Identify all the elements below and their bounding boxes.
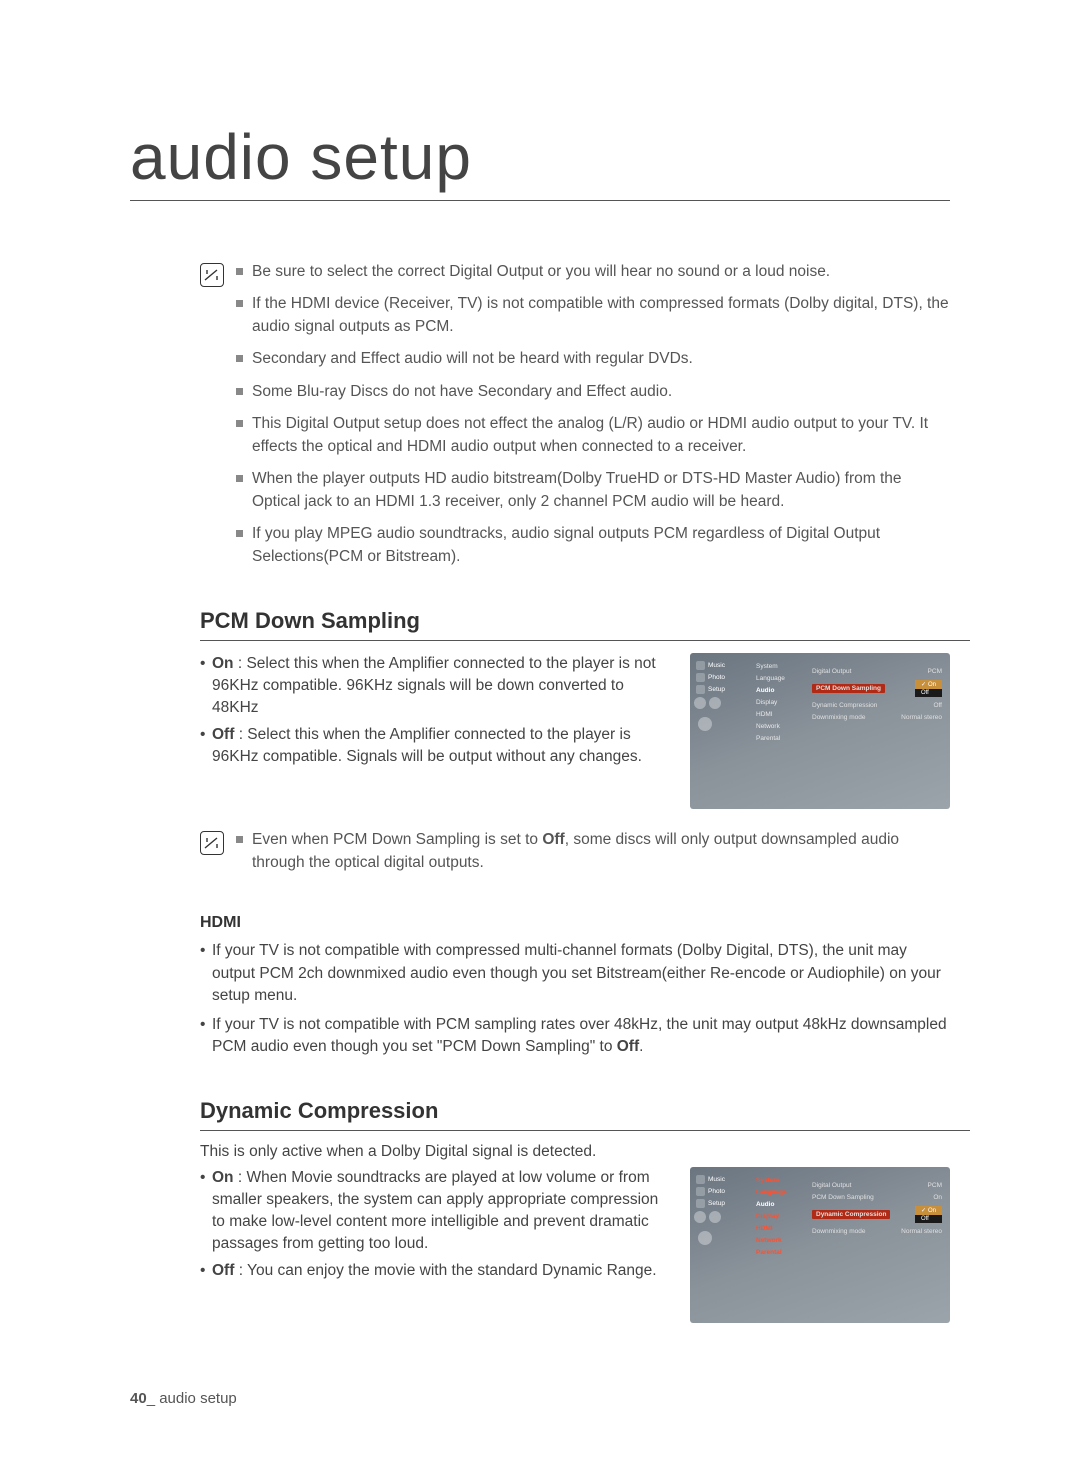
dyn-on-text: : When Movie soundtracks are played at l… bbox=[212, 1169, 658, 1251]
osd-screenshot-dyn: Music Photo Setup System Language Audio … bbox=[690, 1167, 950, 1323]
osd-opt-label: Downmixing mode bbox=[812, 1228, 865, 1235]
osd-opt-label: Digital Output bbox=[812, 668, 851, 675]
osd-menu: Parental bbox=[756, 1249, 806, 1256]
osd-menu: Audio bbox=[756, 1201, 806, 1208]
dyn-intro: This is only active when a Dolby Digital… bbox=[200, 1143, 950, 1161]
osd-left: Setup bbox=[708, 686, 725, 693]
dyn-heading: Dynamic Compression bbox=[200, 1098, 970, 1131]
osd-left: Photo bbox=[708, 1188, 725, 1195]
note-item: This Digital Output setup does not effec… bbox=[236, 413, 950, 458]
osd-menu: HDMI bbox=[756, 1225, 806, 1232]
osd-opt-label: Digital Output bbox=[812, 1182, 851, 1189]
dyn-off-text: : You can enjoy the movie with the stand… bbox=[234, 1262, 656, 1279]
osd-menu: System bbox=[756, 663, 806, 670]
note-block-1: Be sure to select the correct Digital Ou… bbox=[200, 261, 950, 578]
dyn-on: On : When Movie soundtracks are played a… bbox=[200, 1167, 672, 1254]
osd-menu: Audio bbox=[756, 687, 806, 694]
hdmi-bullet: If your TV is not compatible with compre… bbox=[200, 940, 950, 1007]
hdmi-b2-post: . bbox=[639, 1038, 643, 1055]
pcm-on-text: : Select this when the Amplifier connect… bbox=[212, 655, 656, 715]
pcm-note-bold: Off bbox=[542, 831, 564, 848]
osd-opt-val: Normal stereo bbox=[901, 1228, 942, 1235]
osd-opt-label: Downmixing mode bbox=[812, 714, 865, 721]
dyn-on-label: On bbox=[212, 1169, 234, 1186]
note-list-2: Even when PCM Down Sampling is set to Of… bbox=[236, 829, 950, 884]
hdmi-b2-bold: Off bbox=[617, 1038, 639, 1055]
note-item: Be sure to select the correct Digital Ou… bbox=[236, 261, 950, 283]
osd-opt-label: Dynamic Compression bbox=[812, 1210, 890, 1219]
pcm-off-text: : Select this when the Amplifier connect… bbox=[212, 726, 642, 765]
note-block-2: Even when PCM Down Sampling is set to Of… bbox=[200, 829, 950, 884]
osd-left: Setup bbox=[708, 1200, 725, 1207]
pcm-note-pre: Even when PCM Down Sampling is set to bbox=[252, 831, 542, 848]
osd-opt-label: PCM Down Sampling bbox=[812, 684, 885, 693]
osd-opt-val: Normal stereo bbox=[901, 714, 942, 721]
pcm-on: On : Select this when the Amplifier conn… bbox=[200, 653, 672, 718]
note-item: When the player outputs HD audio bitstre… bbox=[236, 468, 950, 513]
page-footer: 40_ audio setup bbox=[130, 1390, 237, 1407]
note-icon bbox=[200, 263, 224, 287]
osd-menu: Display bbox=[756, 1213, 806, 1220]
osd-opt-val: On bbox=[933, 1194, 942, 1201]
osd-menu: Parental bbox=[756, 735, 806, 742]
osd-menu: Language bbox=[756, 1189, 806, 1196]
dyn-off-label: Off bbox=[212, 1262, 234, 1279]
osd-left: Music bbox=[708, 1176, 725, 1183]
osd-menu: Network bbox=[756, 1237, 806, 1244]
note-list-1: Be sure to select the correct Digital Ou… bbox=[236, 261, 950, 578]
note-icon bbox=[200, 831, 224, 855]
pcm-off: Off : Select this when the Amplifier con… bbox=[200, 724, 672, 767]
osd-opt-label: PCM Down Sampling bbox=[812, 1194, 874, 1201]
pcm-heading: PCM Down Sampling bbox=[200, 608, 970, 641]
pcm-off-label: Off bbox=[212, 726, 234, 743]
osd-menu: Language bbox=[756, 675, 806, 682]
note-item: Secondary and Effect audio will not be h… bbox=[236, 348, 950, 370]
note-item: If the HDMI device (Receiver, TV) is not… bbox=[236, 293, 950, 338]
osd-left: Photo bbox=[708, 674, 725, 681]
dyn-off: Off : You can enjoy the movie with the s… bbox=[200, 1260, 672, 1282]
hdmi-bullet: If your TV is not compatible with PCM sa… bbox=[200, 1014, 950, 1059]
page-number: 40 bbox=[130, 1390, 147, 1407]
osd-menu: HDMI bbox=[756, 711, 806, 718]
osd-left: Music bbox=[708, 662, 725, 669]
note-item: Even when PCM Down Sampling is set to Of… bbox=[236, 829, 950, 874]
pcm-on-label: On bbox=[212, 655, 234, 672]
note-item: If you play MPEG audio soundtracks, audi… bbox=[236, 523, 950, 568]
osd-opt-label: Dynamic Compression bbox=[812, 702, 877, 709]
hdmi-b2-pre: If your TV is not compatible with PCM sa… bbox=[212, 1016, 947, 1055]
page-title: audio setup bbox=[130, 120, 950, 201]
osd-menu: Network bbox=[756, 723, 806, 730]
osd-menu: Display bbox=[756, 699, 806, 706]
osd-opt-val: PCM bbox=[928, 1182, 942, 1189]
osd-opt-val: PCM bbox=[928, 668, 942, 675]
osd-screenshot-pcm: Music Photo Setup System Language Audio … bbox=[690, 653, 950, 809]
hdmi-heading: HDMI bbox=[200, 914, 950, 932]
footer-label: audio setup bbox=[155, 1390, 237, 1407]
note-item: Some Blu-ray Discs do not have Secondary… bbox=[236, 381, 950, 403]
osd-menu: System bbox=[756, 1177, 806, 1184]
osd-opt-val: Off bbox=[933, 702, 942, 709]
